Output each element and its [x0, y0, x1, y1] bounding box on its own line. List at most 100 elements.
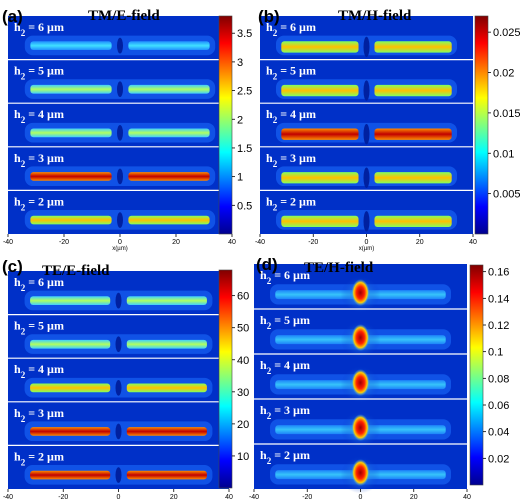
colorbar-tick-label: 0.1 — [488, 347, 503, 359]
field-row: h2 = 5 µm — [254, 308, 467, 359]
panel-label: (b) — [258, 7, 280, 26]
field-row: h2 = 3 µm — [8, 146, 232, 187]
field-bar-right — [128, 172, 210, 181]
field-row: h2 = 4 µm — [260, 102, 473, 145]
row-label: h2 = 5 µm — [260, 313, 310, 331]
row-label: h2 = 3 µm — [14, 406, 64, 424]
field-bar-left — [30, 339, 111, 349]
center-node — [363, 167, 370, 188]
row-label: h2 = 6 µm — [14, 20, 64, 38]
field-bar-right — [374, 215, 452, 228]
field-bar-left — [30, 84, 112, 94]
x-axis-label: x(µm) — [112, 246, 127, 252]
x-tick-label: 40 — [463, 494, 471, 500]
row-label: h2 = 6 µm — [260, 268, 310, 286]
colorbar-tick-label: 0.06 — [488, 400, 509, 412]
hot-spot — [351, 324, 370, 352]
field-bar-right — [374, 172, 452, 184]
field-bar-left — [30, 41, 112, 51]
panel-3: h2 = 6 µm h2 = 5 µm h2 = 4 µm h2 = 3 µm h2 =… — [2, 257, 249, 500]
field-bar-right — [128, 41, 210, 51]
row-label: h2 = 4 µm — [14, 107, 64, 125]
field-bar-left — [30, 383, 111, 393]
row-label: h2 = 5 µm — [266, 64, 316, 82]
field-bar-left — [30, 427, 111, 436]
colorbar-tick-label: 0.005 — [493, 189, 520, 201]
center-node — [117, 81, 123, 98]
field-bar-right — [128, 215, 210, 225]
field-row: h2 = 4 µm — [8, 357, 229, 398]
field-bar-left — [30, 215, 112, 225]
field-row: h2 = 6 µm — [14, 20, 216, 56]
x-tick-label: 40 — [228, 239, 236, 246]
row-label: h2 = 2 µm — [14, 449, 64, 467]
row-label: h2 = 4 µm — [14, 362, 64, 380]
colorbar-tick-label: 0.025 — [493, 27, 520, 39]
colorbar-tick-label: 0.5 — [237, 200, 252, 212]
colorbar — [218, 269, 233, 489]
x-axis-label: x(µm) — [359, 246, 374, 252]
field-row: h2 = 4 µm — [8, 102, 232, 143]
panel-title: TM/H-field — [338, 8, 412, 24]
colorbar-tick-label: 0.14 — [488, 293, 509, 305]
field-bar-left — [30, 172, 112, 181]
panel-4: h2 = 6 µm h2 = 5 µm h2 = 4 µm h2 = 3 µm h2 =… — [249, 255, 509, 500]
x-tick-label: -20 — [302, 494, 312, 500]
panel-label: (d) — [256, 255, 278, 274]
field-bar-left — [30, 296, 111, 306]
x-tick-label: 0 — [365, 239, 369, 246]
colorbar-tick-label: 50 — [237, 323, 249, 335]
field-row: h2 = 3 µm — [8, 401, 229, 442]
panel-label: (c) — [2, 257, 23, 276]
colorbar-tick-label: 40 — [237, 355, 249, 367]
field-bar-right — [126, 296, 207, 306]
x-tick-label: -20 — [59, 239, 69, 246]
colorbar-tick-label: 20 — [237, 419, 249, 431]
x-tick-label: -40 — [249, 494, 259, 500]
colorbar-tick-label: 30 — [237, 387, 249, 399]
colorbar-tick-label: 0.02 — [493, 68, 514, 80]
center-node — [115, 423, 122, 440]
colorbar — [218, 15, 233, 235]
panel-title: TE/E-field — [42, 263, 110, 279]
x-tick-label: -40 — [3, 494, 13, 500]
x-tick-label: 0 — [117, 494, 121, 500]
x-tick-label: -20 — [308, 239, 318, 246]
field-row: h2 = 3 µm — [260, 146, 473, 188]
colorbar-tick-label: 0.16 — [488, 267, 509, 279]
row-label: h2 = 4 µm — [260, 358, 310, 376]
center-node — [363, 211, 370, 232]
panel-2: h2 = 6 µm h2 = 5 µm h2 = 4 µm h2 = 3 µm h2 =… — [255, 7, 520, 252]
colorbar-tick-label: 2.5 — [237, 86, 252, 98]
field-row: h2 = 3 µm — [254, 398, 467, 449]
colorbar-tick-label: 0.01 — [493, 148, 514, 160]
panel-1: h2 = 6 µm h2 = 5 µm h2 = 4 µm h2 = 3 µm h2 =… — [2, 7, 252, 252]
hot-spot — [351, 459, 370, 487]
field-bar-left — [281, 215, 359, 228]
field-bar-right — [374, 128, 452, 140]
field-bar-left — [281, 84, 359, 97]
colorbar-tick-label: 0.02 — [488, 453, 509, 465]
x-tick-label: 0 — [359, 494, 363, 500]
hot-spot — [351, 369, 370, 397]
colorbar-tick-label: 10 — [237, 451, 249, 463]
row-label: h2 = 5 µm — [14, 64, 64, 82]
field-bar-right — [374, 41, 452, 53]
center-node — [117, 168, 123, 185]
panel-title: TE/H-field — [304, 260, 374, 276]
x-tick-label: -20 — [58, 494, 68, 500]
field-bar-right — [126, 470, 207, 480]
colorbar-tick-label: 3.5 — [237, 28, 252, 40]
colorbar-tick-label: 0.12 — [488, 320, 509, 332]
panel-title: TM/E-field — [88, 8, 160, 24]
x-tick-label: 20 — [170, 494, 178, 500]
field-row: h2 = 2 µm — [8, 189, 232, 230]
colorbar-tick-label: 60 — [237, 291, 249, 303]
center-node — [363, 123, 370, 145]
row-label: h2 = 2 µm — [266, 194, 316, 212]
panel-label: (a) — [2, 7, 23, 26]
field-bar-right — [128, 84, 210, 94]
field-bar-right — [128, 128, 210, 138]
colorbar — [474, 15, 489, 235]
